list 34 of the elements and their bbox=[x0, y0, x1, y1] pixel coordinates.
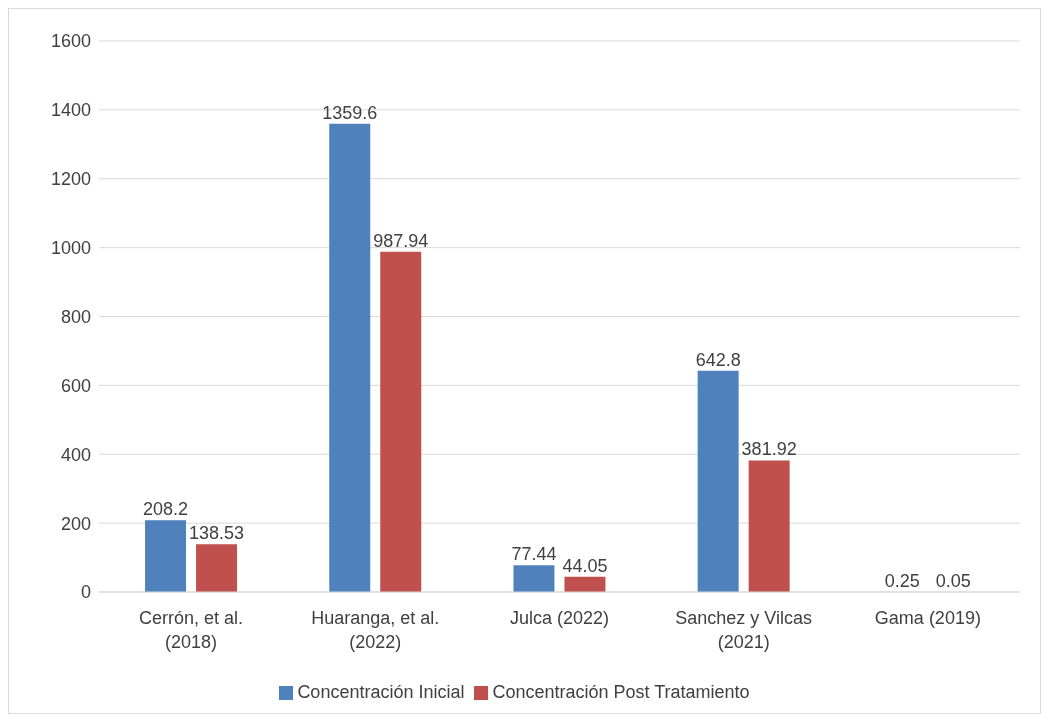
legend-label: Concentración Post Tratamiento bbox=[492, 682, 750, 702]
y-tick-label: 200 bbox=[60, 513, 91, 534]
bar bbox=[564, 576, 606, 592]
legend-label: Concentración Inicial bbox=[297, 682, 465, 702]
y-tick-label: 1600 bbox=[50, 31, 91, 52]
y-tick-label: 800 bbox=[60, 306, 91, 327]
y-tick-label: 1200 bbox=[50, 169, 91, 190]
y-tick-label: 400 bbox=[60, 444, 91, 465]
bar bbox=[196, 544, 238, 592]
bar bbox=[329, 123, 371, 592]
x-tick-label: Sanchez y Vilcas (2021) bbox=[675, 608, 813, 652]
bar bbox=[145, 520, 187, 592]
data-label: 44.05 bbox=[562, 555, 608, 576]
bar bbox=[380, 251, 422, 592]
data-label: 0.25 bbox=[884, 570, 920, 591]
bar bbox=[697, 370, 739, 592]
data-label: 381.92 bbox=[741, 439, 797, 460]
data-label: 208.2 bbox=[143, 499, 189, 520]
y-tick-label: 1000 bbox=[50, 238, 91, 259]
data-label: 642.8 bbox=[695, 349, 741, 370]
data-label: 138.53 bbox=[189, 523, 245, 544]
y-tick-label: 600 bbox=[60, 375, 91, 396]
data-label: 987.94 bbox=[373, 230, 429, 251]
data-label: 77.44 bbox=[511, 544, 557, 565]
data-label: 1359.6 bbox=[322, 102, 378, 123]
bar bbox=[748, 460, 790, 592]
bar bbox=[513, 565, 555, 592]
y-tick-label: 0 bbox=[80, 582, 91, 603]
x-tick-label: Gama (2019) bbox=[874, 608, 981, 629]
x-tick-label: Huaranga, et al. (2022) bbox=[311, 608, 440, 652]
y-tick-label: 1400 bbox=[50, 100, 91, 121]
data-label: 0.05 bbox=[935, 570, 971, 591]
x-tick-label: Julca (2022) bbox=[509, 608, 610, 629]
x-tick-label: Cerrón, et al. (2018) bbox=[139, 608, 244, 652]
